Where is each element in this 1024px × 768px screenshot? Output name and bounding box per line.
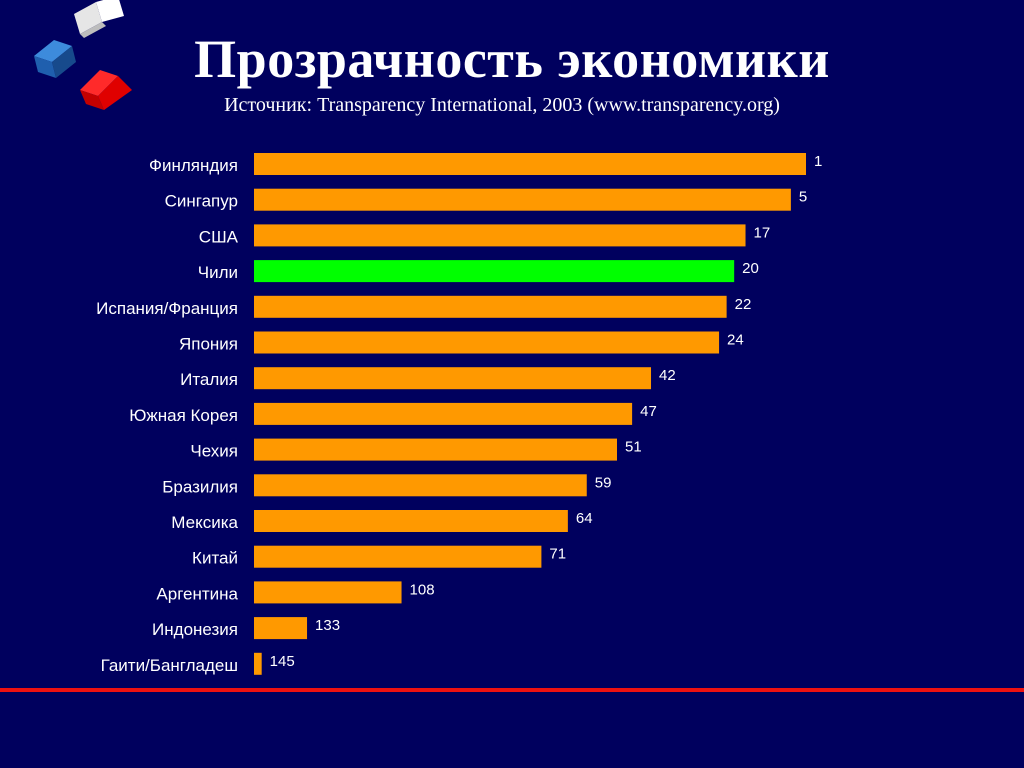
bar — [254, 545, 542, 568]
category-label: Индонезия — [152, 620, 238, 639]
value-label: 51 — [625, 439, 642, 456]
value-label: 71 — [549, 546, 566, 563]
category-label: Бразилия — [162, 477, 238, 496]
bar — [254, 295, 727, 318]
value-label: 108 — [410, 581, 435, 598]
slide-title: Прозрачность экономики — [194, 29, 830, 89]
source-text: : Transparency International, 2003 (www.… — [306, 94, 780, 116]
value-label: 145 — [270, 653, 295, 670]
value-label: 64 — [576, 510, 593, 527]
bar — [254, 581, 402, 604]
bar — [254, 438, 617, 461]
category-label: Финляндия — [149, 156, 238, 175]
bar — [254, 188, 791, 211]
bar — [254, 260, 735, 283]
category-label: Япония — [179, 335, 238, 354]
red-cube-icon — [80, 70, 132, 110]
category-label: Чехия — [190, 442, 238, 461]
white-cube-icon — [74, 0, 124, 38]
ranking-bar-chart: Финляндия 1 Сингапур 5 США 17 Чили 20 Испания/Фр… — [96, 153, 822, 675]
bar — [254, 367, 652, 390]
category-label: Италия — [180, 370, 238, 389]
category-label: Южная Корея — [129, 406, 238, 425]
bar — [254, 617, 308, 640]
source-line: Источник: Transparency International, 20… — [0, 94, 1004, 117]
category-label: Аргентина — [156, 584, 238, 603]
category-label: Китай — [192, 549, 238, 568]
value-label: 22 — [735, 296, 752, 313]
cubes-logo — [34, 0, 132, 110]
blue-cube-icon — [34, 40, 76, 78]
bar — [254, 153, 806, 175]
bar — [254, 510, 568, 532]
source-prefix: Источник — [224, 94, 307, 116]
value-label: 47 — [640, 403, 657, 420]
bottom-divider — [0, 688, 1024, 692]
value-label: 17 — [754, 224, 771, 241]
value-label: 20 — [742, 260, 759, 277]
category-label: Чили — [198, 263, 238, 282]
category-label: Испания/Франция — [96, 299, 238, 318]
bar — [254, 652, 262, 675]
category-label: Гаити/Бангладеш — [101, 656, 238, 675]
value-label: 5 — [799, 189, 807, 206]
bar — [254, 402, 633, 425]
category-label: Сингапур — [165, 192, 238, 211]
category-label: США — [199, 227, 239, 246]
value-label: 133 — [315, 617, 340, 634]
value-label: 24 — [727, 332, 744, 349]
value-label: 1 — [814, 153, 822, 170]
bar — [254, 474, 587, 497]
category-label: Мексика — [171, 513, 238, 532]
value-label: 59 — [595, 474, 612, 491]
bar — [254, 224, 746, 247]
bar — [254, 331, 720, 354]
value-label: 42 — [659, 367, 676, 384]
